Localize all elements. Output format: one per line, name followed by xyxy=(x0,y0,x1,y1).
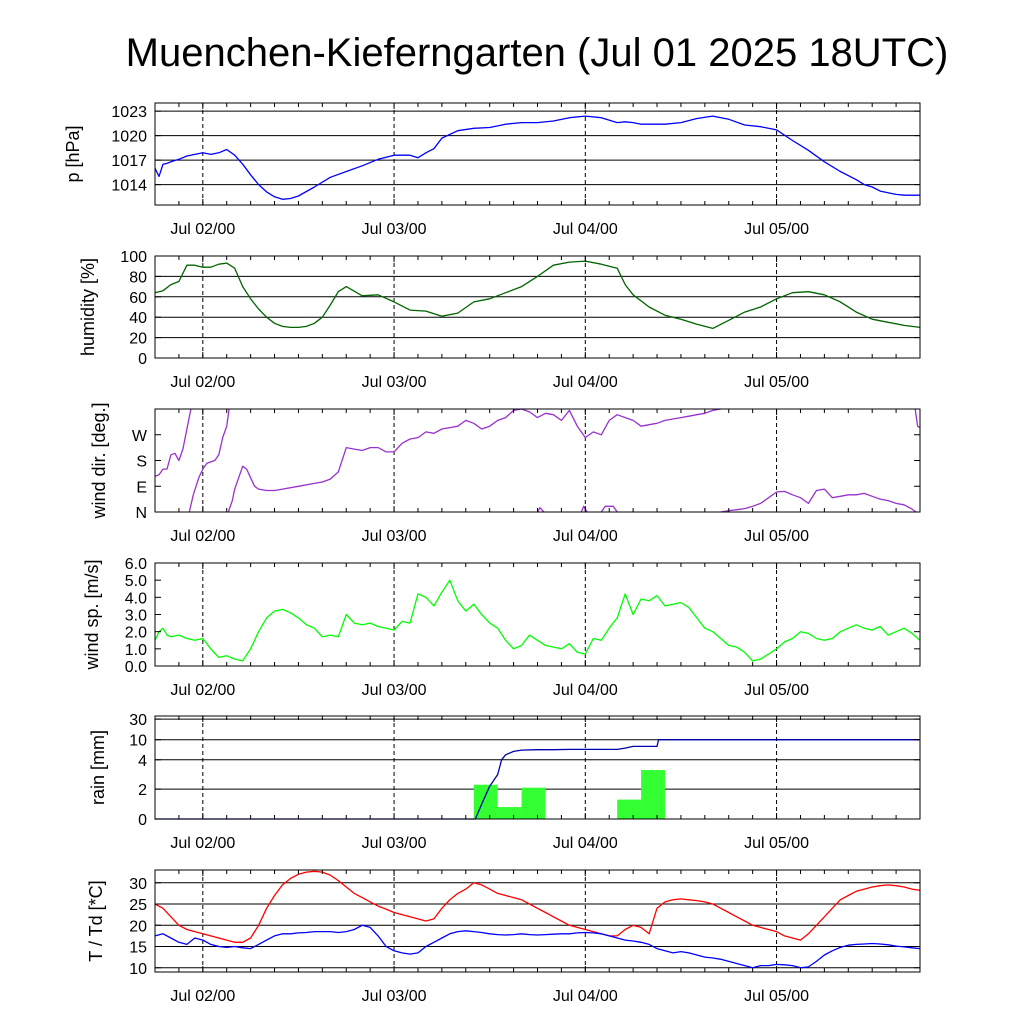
x-tick-label: Jul 05/00 xyxy=(744,528,809,545)
series-line xyxy=(580,505,588,513)
x-tick-label: Jul 02/00 xyxy=(170,528,235,545)
x-tick-label: Jul 03/00 xyxy=(362,528,427,545)
x-tick-label: Jul 05/00 xyxy=(744,682,809,699)
x-tick-label: Jul 04/00 xyxy=(553,988,618,1005)
y-tick-label: 15 xyxy=(129,940,147,957)
y-tick-label: 0.0 xyxy=(125,659,147,676)
series-line xyxy=(536,507,545,513)
x-tick-label: Jul 05/00 xyxy=(744,835,809,852)
x-tick-label: Jul 02/00 xyxy=(170,988,235,1005)
plot-frame xyxy=(154,102,921,206)
panel-5: 0 2 4 10 30 Jul 02/00 Jul 03/00 Jul 04/00 Jul 05… xyxy=(88,712,921,852)
y-tick-label: S xyxy=(136,454,147,471)
y-tick-label: 25 xyxy=(129,897,147,914)
x-tick-label: Jul 03/00 xyxy=(362,374,427,391)
y-tick-label: 40 xyxy=(129,310,147,327)
series-line xyxy=(600,505,618,513)
panel-1: 1014 1017 1020 1023 Jul 02/00 Jul 03/00 Jul 04… xyxy=(63,102,921,238)
y-tick-label: 10 xyxy=(129,961,147,978)
y-tick-label: 10 xyxy=(129,733,147,750)
y-tick-label: 3.0 xyxy=(125,608,147,625)
x-tick-label: Jul 02/00 xyxy=(170,221,235,238)
x-tick-label: Jul 04/00 xyxy=(553,374,618,391)
series-line xyxy=(154,260,921,330)
series-line xyxy=(188,477,200,513)
rain-bar xyxy=(497,807,522,819)
rain-bar xyxy=(473,784,498,819)
series-line xyxy=(914,408,921,429)
rain-bar xyxy=(521,787,546,819)
rain-bar xyxy=(617,799,642,819)
y-tick-label: 4.0 xyxy=(125,590,147,607)
y-tick-label: E xyxy=(136,479,147,496)
y-tick-label: 4 xyxy=(138,753,147,770)
x-tick-label: Jul 05/00 xyxy=(744,374,809,391)
y-tick-label: 1014 xyxy=(111,178,147,195)
series-line xyxy=(154,579,921,662)
y-tick-label: 80 xyxy=(129,269,147,286)
x-tick-label: Jul 05/00 xyxy=(744,988,809,1005)
y-tick-label: W xyxy=(132,428,148,445)
series-line xyxy=(154,115,920,200)
series-line xyxy=(154,924,921,969)
y-axis-label: T / Td [*C] xyxy=(86,880,106,961)
y-tick-label: 2.0 xyxy=(125,625,147,642)
y-tick-label: 20 xyxy=(129,918,147,935)
series-line xyxy=(154,870,921,943)
series-line xyxy=(720,488,917,513)
y-tick-label: 0 xyxy=(138,812,147,829)
x-tick-label: Jul 03/00 xyxy=(362,835,427,852)
x-tick-label: Jul 03/00 xyxy=(362,988,427,1005)
y-axis-label: wind sp. [m/s] xyxy=(82,559,102,670)
y-axis-label: rain [mm] xyxy=(88,730,108,805)
y-tick-label: 1.0 xyxy=(125,642,147,659)
y-tick-label: 60 xyxy=(129,290,147,307)
panel-2: 0 20 40 60 80 100 Jul 02/00 Jul 03/00 Jul 04/00 J… xyxy=(78,249,921,391)
plot-frame xyxy=(154,408,921,513)
x-tick-label: Jul 04/00 xyxy=(553,682,618,699)
y-axis-label: p [hPa] xyxy=(63,125,83,182)
series-line xyxy=(155,739,920,820)
series-line xyxy=(154,408,192,477)
y-tick-label: 5.0 xyxy=(125,573,147,590)
plot-frame xyxy=(154,255,921,359)
y-tick-label: 2 xyxy=(138,782,147,799)
x-tick-label: Jul 03/00 xyxy=(362,682,427,699)
y-tick-label: 20 xyxy=(129,331,147,348)
y-tick-label: N xyxy=(135,505,147,522)
panel-4: 0.01.02.03.04.05.06.0 Jul 02/00 Jul 03/00 J… xyxy=(82,556,921,699)
x-tick-label: Jul 04/00 xyxy=(553,835,618,852)
y-tick-label: 0 xyxy=(138,351,147,368)
y-tick-label: 1020 xyxy=(111,129,147,146)
x-tick-label: Jul 04/00 xyxy=(553,221,618,238)
series-line xyxy=(198,408,230,478)
y-tick-label: 30 xyxy=(129,876,147,893)
y-tick-label: 1017 xyxy=(111,153,147,170)
x-tick-label: Jul 02/00 xyxy=(170,682,235,699)
x-tick-label: Jul 02/00 xyxy=(170,374,235,391)
rain-bar xyxy=(641,770,665,819)
x-tick-label: Jul 03/00 xyxy=(362,221,427,238)
x-tick-label: Jul 05/00 xyxy=(744,221,809,238)
y-tick-label: 100 xyxy=(120,249,147,266)
y-tick-label: 30 xyxy=(129,712,147,729)
panel-6: 10 15 20 25 30 Jul 02/00 Jul 03/00 Jul 04/00 Jul… xyxy=(86,869,921,1005)
plot-frame xyxy=(154,869,921,973)
x-tick-label: Jul 02/00 xyxy=(170,835,235,852)
y-axis-label: humidity [%] xyxy=(78,258,98,356)
series-line xyxy=(227,408,721,513)
chart-title: Muenchen-Kieferngarten (Jul 01 2025 18UT… xyxy=(126,31,949,75)
y-tick-label: 1023 xyxy=(111,104,147,121)
x-tick-label: Jul 04/00 xyxy=(553,528,618,545)
y-tick-label: 6.0 xyxy=(125,556,147,573)
y-axis-label: wind dir. [deg.] xyxy=(89,402,109,519)
